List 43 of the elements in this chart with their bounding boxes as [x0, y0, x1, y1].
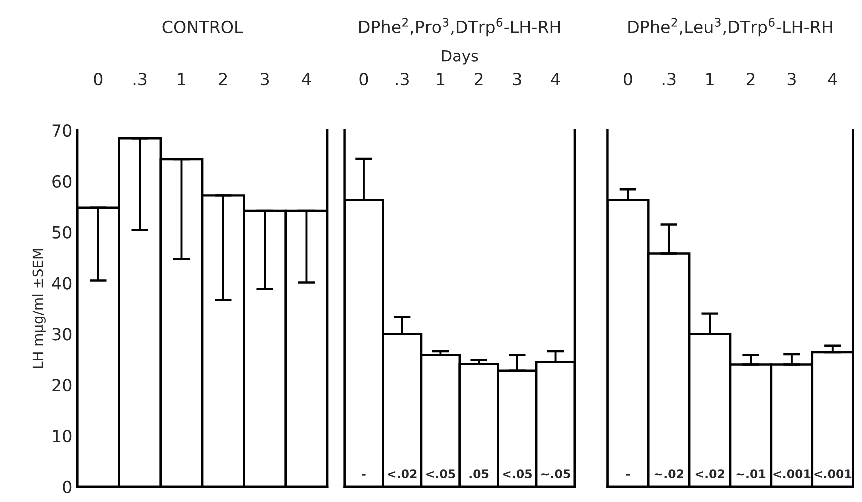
y-tick-label: 0: [63, 480, 72, 494]
x-tick-label: 1: [437, 73, 444, 86]
y-tick-label: 30: [52, 328, 72, 341]
y-tick-label: 10: [53, 430, 72, 443]
annotation: -: [362, 474, 366, 476]
annotation: <.001: [814, 470, 852, 479]
x-tick-label: 4: [551, 73, 560, 86]
annotation: <.05: [426, 470, 456, 479]
x-tick-label: 1: [706, 73, 714, 86]
x-tick-label: .3: [396, 73, 409, 86]
annotation: .05: [470, 470, 489, 479]
x-axis-title: Days: [442, 50, 478, 65]
annotation: ~.05: [542, 470, 570, 479]
y-tick-label: 60: [52, 175, 72, 188]
annotation: ~.01: [736, 470, 766, 479]
annotation: <.001: [774, 470, 811, 479]
x-tick-label: 0: [360, 73, 368, 86]
x-tick-label: 3: [788, 73, 796, 86]
x-tick-label: 1: [178, 73, 186, 86]
chart-title: DPhe$^{2}$,Leu$^{3}$,DTrp$^{6}$-LH-RH: [628, 18, 832, 37]
x-tick-label: 0: [624, 73, 632, 86]
chart-title: CONTROL: [162, 20, 244, 34]
annotation: <.02: [388, 470, 417, 479]
x-tick-label: 0: [94, 73, 103, 86]
annotation: <.02: [696, 470, 724, 479]
y-tick-label: 70: [52, 124, 72, 138]
x-tick-label: 2: [746, 73, 755, 86]
x-tick-label: 2: [219, 73, 228, 86]
chart-title: DPhe$^{2}$,Pro$^{3}$,DTrp$^{6}$-LH-RH: [360, 18, 560, 37]
x-tick-label: 4: [828, 73, 838, 86]
x-tick-label: 4: [302, 73, 312, 86]
x-tick-label: 2: [474, 73, 483, 86]
x-tick-label: .3: [662, 73, 676, 86]
y-tick-label: 50: [52, 226, 72, 239]
x-tick-label: .3: [134, 73, 147, 86]
annotation: ~.02: [654, 470, 684, 479]
x-tick-label: 3: [513, 73, 522, 86]
y-tick-label: 40: [52, 277, 72, 290]
annotation: <.05: [503, 470, 532, 479]
annotation: -: [626, 474, 630, 476]
x-tick-label: 3: [261, 73, 270, 86]
y-axis-title: LH mμg/ml ±SEM: [32, 249, 46, 368]
y-tick-label: 20: [52, 379, 72, 392]
